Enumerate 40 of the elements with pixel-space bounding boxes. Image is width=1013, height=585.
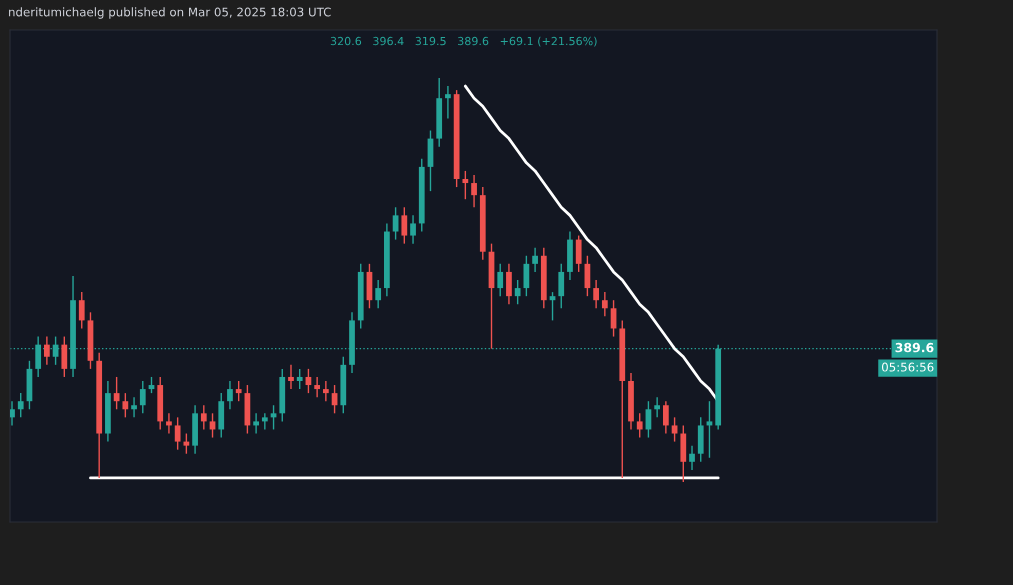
candlestick xyxy=(288,364,294,390)
candlestick xyxy=(532,246,538,273)
candlestick xyxy=(445,85,451,120)
candlestick xyxy=(139,380,146,415)
candlestick xyxy=(122,392,129,419)
candlestick xyxy=(322,380,329,402)
candlestick xyxy=(296,368,303,390)
candlestick xyxy=(44,335,50,366)
candlestick xyxy=(654,396,661,419)
candlestick xyxy=(401,206,408,245)
candlestick xyxy=(183,432,190,455)
chart-title: nderitumichaelg published on Mar 05, 2025 18:03 UTC xyxy=(9,7,331,19)
candlestick xyxy=(200,404,207,431)
candlestick xyxy=(593,279,599,309)
candlestick xyxy=(17,392,24,419)
candlestick xyxy=(261,412,268,431)
candlestick xyxy=(235,380,242,402)
candlestick xyxy=(662,400,669,435)
candlestick xyxy=(410,214,416,245)
text: 05:56:56 xyxy=(881,362,934,372)
candlestick xyxy=(253,412,259,435)
candlestick xyxy=(314,376,321,398)
candlestick xyxy=(392,206,399,241)
candlestick xyxy=(78,291,85,330)
candlestick xyxy=(689,444,695,471)
candlestick xyxy=(10,400,15,427)
candlestick xyxy=(671,416,678,443)
candlestick xyxy=(227,380,233,410)
candlestick xyxy=(601,291,608,318)
candlestick xyxy=(166,412,172,435)
candlestick xyxy=(636,412,643,439)
candlestick xyxy=(471,174,477,208)
candlestick xyxy=(375,279,382,309)
text: 320.6 396.4 319.5 389.6 +69.1 (+21.56%) xyxy=(330,36,597,47)
candlestick xyxy=(462,170,469,200)
candlestick xyxy=(514,279,521,305)
candlestick xyxy=(131,396,137,419)
candlestick xyxy=(174,416,181,451)
text: 389.6 xyxy=(895,342,934,353)
candlestick xyxy=(497,263,504,297)
